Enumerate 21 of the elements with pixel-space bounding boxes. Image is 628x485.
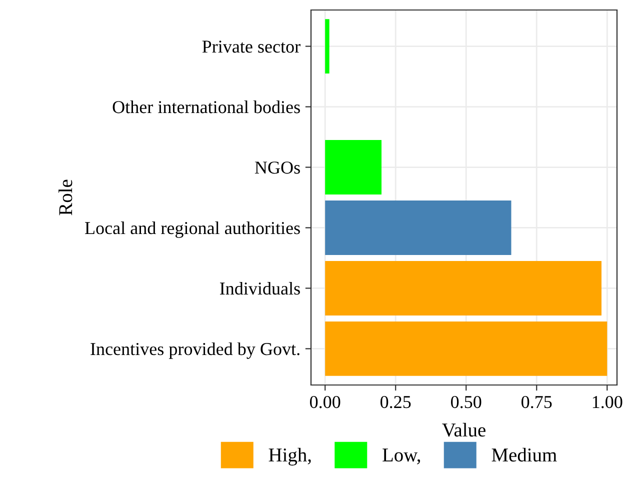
- x-tick-label: 0.00: [310, 396, 340, 408]
- x-tick-label: 0.75: [522, 396, 552, 408]
- x-axis-title: Value: [442, 422, 486, 437]
- bar: [325, 140, 382, 194]
- legend-label: High,: [268, 448, 311, 466]
- x-tick-label: 0.50: [451, 396, 482, 408]
- bar: [325, 321, 608, 376]
- bar: [325, 261, 602, 316]
- y-axis-title: Role: [58, 180, 72, 216]
- y-tick-label: Individuals: [220, 282, 300, 295]
- y-tick-label: Local and regional authorities: [85, 221, 300, 238]
- legend-label: Low,: [382, 448, 420, 464]
- x-tick-label: 0.25: [380, 396, 411, 408]
- y-tick-label: Private sector: [202, 40, 300, 53]
- y-tick-label: NGOs: [254, 162, 300, 174]
- y-tick-label: Incentives provided by Govt.: [90, 342, 300, 359]
- x-tick-label: 1.00: [592, 396, 622, 408]
- legend-label: Medium: [492, 448, 557, 462]
- bar: [325, 19, 330, 74]
- bar: [325, 200, 512, 255]
- y-tick-label: Other international bodies: [112, 100, 300, 114]
